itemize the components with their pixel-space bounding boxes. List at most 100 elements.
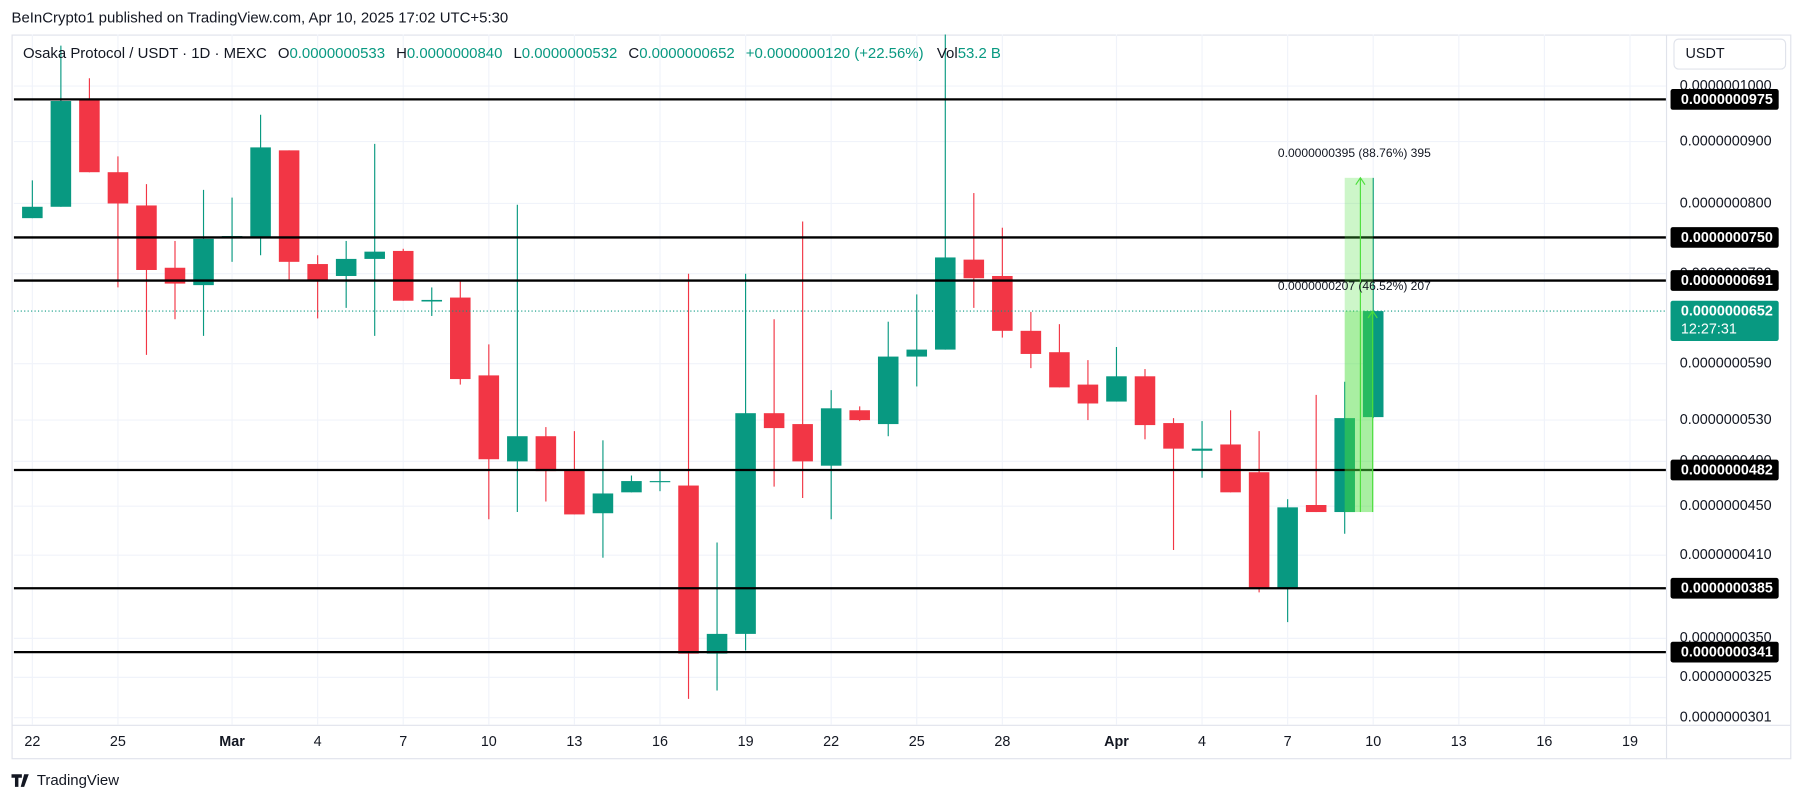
x-tick-label: 16 [652,734,668,750]
x-tick-label: 19 [1622,734,1638,750]
x-tick-label: 13 [566,734,582,750]
candle-body [250,147,271,238]
level-label: 0.0000000691 [1681,273,1773,289]
candle-body [1277,507,1298,589]
candle-body [1248,472,1270,589]
candle-body [392,250,414,301]
candle-body [849,410,870,421]
x-tick-label: 10 [481,734,497,750]
candle-body [278,150,300,262]
measure-box [1344,177,1374,513]
x-tick-label: 16 [1536,734,1552,750]
y-tick-label: 0.0000000301 [1680,710,1772,726]
candle-body [1305,505,1327,513]
x-tick-label: 7 [1284,734,1292,750]
last-price-label: 0.0000000652 [1681,303,1773,319]
axes: 0.00000010000.00000009000.00000008000.00… [24,78,1779,750]
candle-body [1220,444,1241,493]
ohlc-key: L [513,45,521,62]
candle-body [507,436,528,462]
x-tick-label: 25 [909,734,925,750]
measure-label: 0.0000000395 (88.76%) 395 [1278,146,1431,160]
candle-body [649,481,671,483]
y-tick-label: 0.0000000450 [1680,498,1772,514]
legend-header: Osaka Protocol / USDT · 1D · MEXC O0.000… [23,45,1001,62]
change: +0.0000000120 (+22.56%) [746,45,924,62]
y-tick-label: 0.0000000800 [1680,195,1772,211]
y-tick-label: 0.0000000325 [1680,669,1772,685]
level-label-box [1670,227,1779,248]
candle-body [1106,376,1127,402]
countdown: 12:27:31 [1681,321,1737,337]
candle-body [706,633,728,654]
y-tick-label: 0.0000000410 [1680,547,1772,563]
symbol: Osaka Protocol / USDT · 1D · MEXC [23,45,267,62]
measure-box [1344,311,1374,513]
level-label-box [1670,89,1779,110]
x-tick-label: 25 [110,734,126,750]
published-note: BeInCrypto1 published on TradingView.com… [12,9,509,26]
x-tick-label: 7 [399,734,407,750]
level-label: 0.0000000341 [1681,644,1773,660]
candle-body [450,297,471,380]
candle-body [564,470,585,515]
level-label: 0.0000000750 [1681,230,1773,246]
candle-body [820,408,842,466]
candle-body [335,258,357,276]
plot-area [13,34,1666,699]
ohlc-value: 0.0000000840 [407,45,503,62]
candle-body [877,356,899,425]
y-tick-label: 0.0000000590 [1680,355,1772,371]
candle-body [1334,418,1355,513]
candle-body [1163,423,1184,449]
candle-body [107,172,129,204]
candle-body [763,413,785,429]
x-tick-label: Mar [219,734,245,750]
level-label-box [1670,577,1779,599]
x-tick-label: 19 [738,734,754,750]
level-label-box [1670,459,1779,481]
candle-body [906,349,928,357]
y-tick-label: 0.0000000900 [1680,133,1772,149]
footer-brand: TradingView [37,772,119,789]
ohlc-key: H [396,45,407,62]
candle-body [1191,448,1213,451]
candle-body [592,493,614,514]
level-label-box [1670,641,1779,663]
ohlc-value: 0.0000000532 [522,45,618,62]
level-label-box [1670,270,1779,291]
candle-body [935,257,956,350]
x-tick-label: 22 [823,734,839,750]
candle-body [79,99,100,173]
level-label: 0.0000000975 [1681,92,1773,108]
candle-body [1134,376,1156,426]
x-tick-label: 10 [1365,734,1381,750]
candle-body [992,275,1013,331]
x-tick-label: 4 [1198,734,1206,750]
candle-body [1049,352,1070,388]
candle-body [1020,330,1042,354]
ohlc-value: 0.0000000533 [289,45,385,62]
grid [13,34,1666,725]
candle-body [963,259,985,279]
measure-arrowhead [1355,176,1366,186]
candle-body [364,251,385,259]
candle-body [621,481,642,493]
candle-body [1077,384,1099,404]
ohlc-key: C [628,45,639,62]
candle-body [478,375,500,460]
x-tick-label: 28 [994,734,1010,750]
volume-key: Vol [937,45,958,62]
candle-body [792,424,813,462]
logo [11,774,29,787]
currency-button-label[interactable]: USDT [1685,46,1724,62]
x-tick-label: Apr [1104,734,1129,750]
candle-body [678,485,699,654]
currency-button[interactable] [1673,38,1787,70]
candle-body [535,436,557,472]
candle-body [421,299,443,302]
candle-body [50,101,72,207]
level-label: 0.0000000385 [1681,581,1773,597]
ohlc-value: 0.0000000652 [639,45,735,62]
y-tick-label: 0.0000000530 [1680,412,1772,428]
